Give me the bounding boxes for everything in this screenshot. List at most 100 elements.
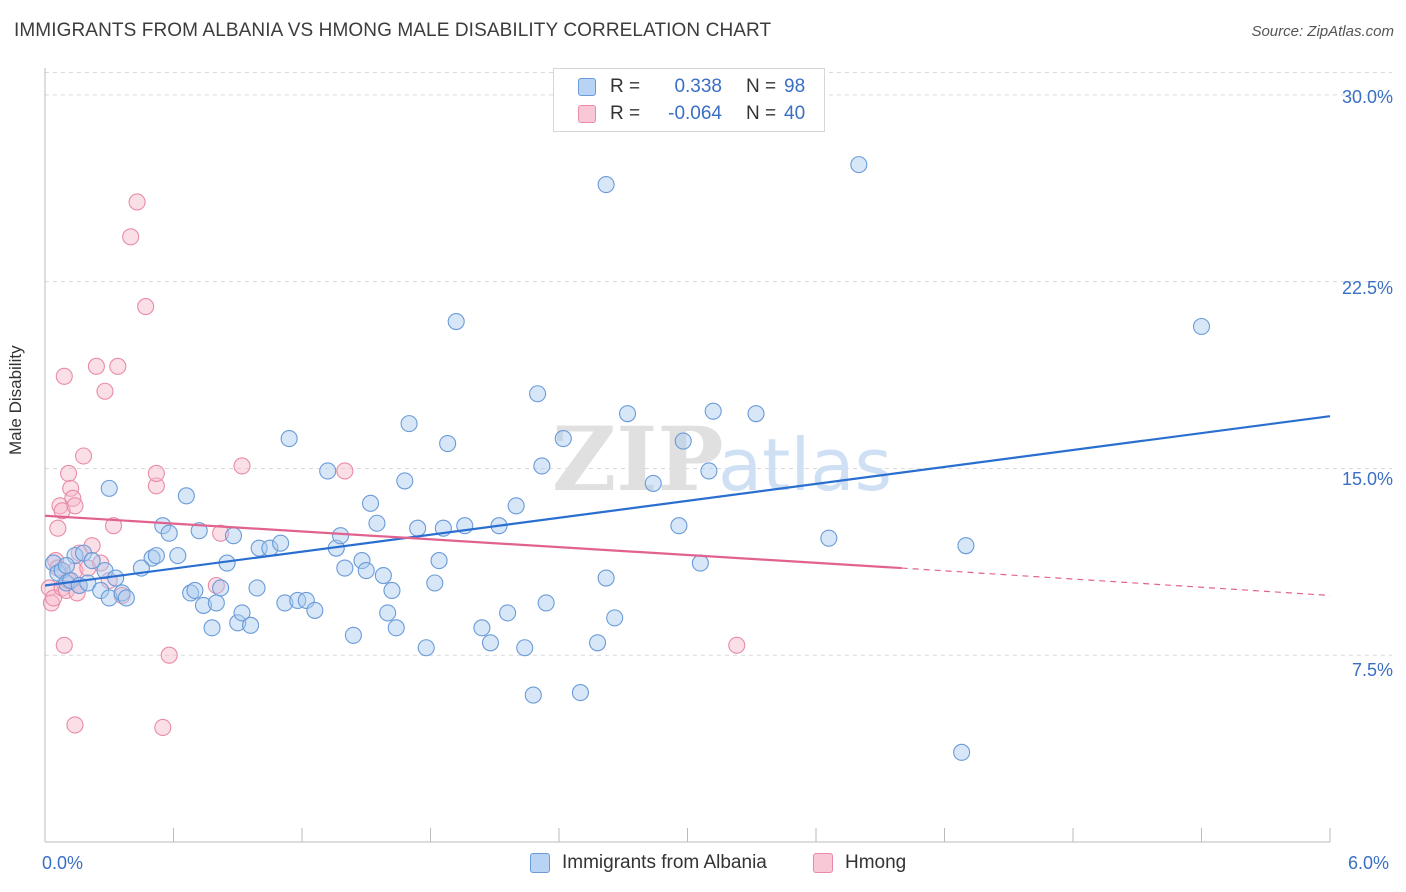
legend-n-label: N = xyxy=(746,76,777,97)
chart-title: IMMIGRANTS FROM ALBANIA VS HMONG MALE DI… xyxy=(14,20,772,41)
albania-trend-line xyxy=(44,415,1331,587)
y-axis-label: Male Disability xyxy=(6,345,25,455)
hmong-point xyxy=(147,477,165,495)
albania-point xyxy=(331,527,350,545)
hmong-point xyxy=(55,367,73,385)
albania-point xyxy=(177,487,195,505)
legend-row-hmong: R = -0.064 N = 40 xyxy=(554,101,805,127)
albania-point xyxy=(554,430,572,448)
albania-point xyxy=(336,559,354,577)
watermark-zip: ZIP xyxy=(552,407,724,511)
bottom-legend-label-hmong: Hmong xyxy=(845,852,907,873)
albania-point xyxy=(248,579,266,597)
x-tick-label-max: 6.0% xyxy=(1348,853,1390,873)
albania-point xyxy=(147,547,165,565)
albania-point xyxy=(747,405,765,423)
albania-point xyxy=(644,474,662,492)
albania-point xyxy=(691,554,709,572)
albania-point xyxy=(700,462,718,480)
bottom-legend-swatch-albania xyxy=(530,853,550,873)
albania-point xyxy=(571,684,589,702)
albania-point xyxy=(618,405,637,423)
hmong-point xyxy=(147,464,165,482)
legend-r-label: R = xyxy=(610,76,641,97)
albania-point xyxy=(169,547,187,565)
albania-point xyxy=(430,552,448,570)
hmong-point xyxy=(66,716,84,734)
albania-point xyxy=(1192,317,1211,336)
bottom-legend-albania: Immigrants from Albania xyxy=(530,852,767,874)
albania-point xyxy=(276,594,294,612)
hmong-point xyxy=(55,636,73,654)
hmong-point xyxy=(49,519,67,537)
albania-point xyxy=(396,472,414,490)
albania-point xyxy=(83,552,101,570)
hmong-trend-extension xyxy=(901,567,1331,597)
y-tick-label-22.5: 22.5% xyxy=(1341,278,1393,298)
albania-point xyxy=(387,619,405,637)
hmong-point xyxy=(62,479,80,497)
hmong-point xyxy=(53,502,71,520)
hmong-point xyxy=(87,357,105,375)
hmong-trend-line xyxy=(44,514,902,570)
albania-point xyxy=(400,415,418,433)
hmong-point xyxy=(66,497,84,515)
axes xyxy=(44,68,1331,843)
albania-point xyxy=(190,522,208,540)
legend-r-value: -0.064 xyxy=(668,103,722,124)
albania-point xyxy=(850,156,868,174)
albania-point xyxy=(507,497,525,515)
albania-point xyxy=(499,604,517,622)
albania-point xyxy=(426,574,444,592)
albania-point xyxy=(233,604,251,622)
albania-point xyxy=(207,594,225,612)
albania-point xyxy=(957,537,975,555)
hmong-point xyxy=(96,382,114,400)
y-tick-label-15: 15.0% xyxy=(1341,469,1393,489)
albania-point xyxy=(481,634,500,652)
hmong-point xyxy=(233,457,251,475)
albania-point xyxy=(516,639,534,657)
albania-point xyxy=(289,591,307,609)
albania-point xyxy=(280,430,298,448)
albania-point xyxy=(524,686,542,704)
albania-point xyxy=(272,534,290,552)
hmong-point xyxy=(728,636,746,654)
legend-n-value: 98 xyxy=(784,76,806,97)
albania-point xyxy=(319,462,337,480)
albania-point xyxy=(212,579,230,597)
watermark: ZIP atlas xyxy=(552,407,892,511)
y-tick-label-30: 30.0% xyxy=(1341,87,1393,107)
albania-point xyxy=(606,609,624,627)
albania-point xyxy=(953,743,971,761)
albania-point xyxy=(417,639,435,657)
hmong-point xyxy=(109,357,127,375)
albania-point xyxy=(379,604,397,622)
hmong-point xyxy=(104,517,123,535)
albania-point xyxy=(186,581,204,600)
legend-row-albania: R = 0.338 N = 98 xyxy=(554,74,805,100)
albania-point xyxy=(353,552,371,570)
grid-lines xyxy=(45,71,1392,656)
hmong-point xyxy=(154,718,172,736)
hmong-point xyxy=(128,193,146,211)
x-tick-label-min: 0.0% xyxy=(42,853,84,873)
albania-point xyxy=(194,596,213,614)
bottom-legend-label-albania: Immigrants from Albania xyxy=(562,852,767,873)
legend-n-value: 40 xyxy=(784,103,806,124)
albania-point xyxy=(588,634,607,652)
source-credit: Source: ZipAtlas.com xyxy=(1251,23,1394,40)
albania-point xyxy=(57,557,75,575)
albania-point xyxy=(224,527,243,545)
albania-point xyxy=(306,601,324,619)
legend-r-label: R = xyxy=(610,103,641,124)
albania-point xyxy=(674,432,692,450)
albania-point xyxy=(100,589,118,607)
hmong-point xyxy=(60,464,78,482)
legend-swatch-albania xyxy=(578,78,596,96)
albania-point xyxy=(473,619,491,637)
hmong-point xyxy=(336,462,354,480)
albania-point xyxy=(229,614,247,632)
albania-point xyxy=(357,562,375,580)
